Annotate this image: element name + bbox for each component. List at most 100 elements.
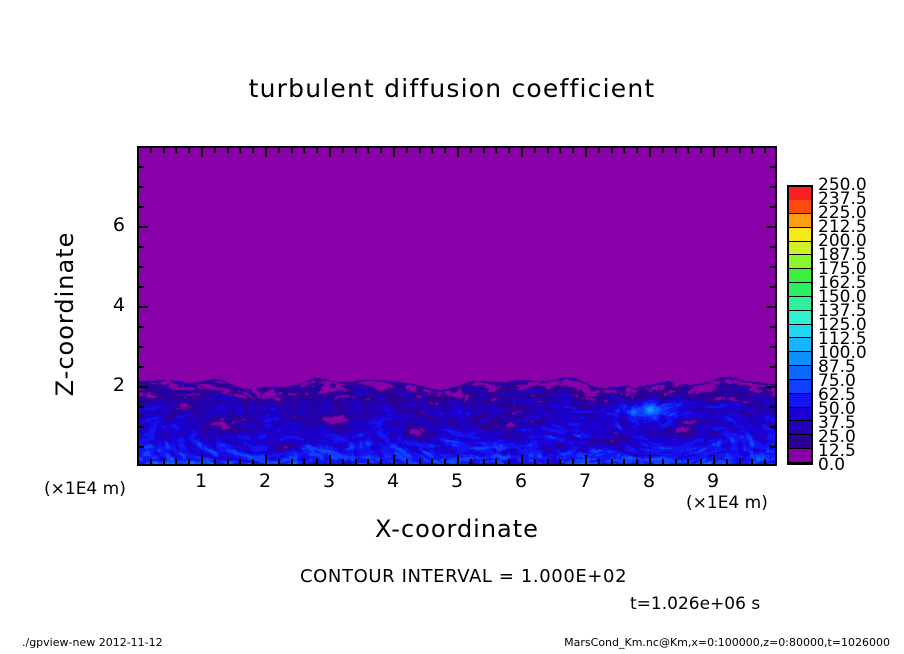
x-tick-top [380,148,382,153]
z-tick-left [139,266,144,268]
x-tick-top [431,148,433,153]
x-tick-bottom [470,459,472,464]
z-tick-right [770,186,775,188]
x-tick-bottom [265,455,267,464]
x-tick-bottom [662,459,664,464]
x-tick-bottom [687,459,689,464]
x-tick-top [419,148,421,153]
x-tick-top [495,148,497,153]
x-tick-top [559,148,561,153]
z-tick-left [139,386,148,388]
x-tick-label: 8 [642,470,656,492]
colorbar-tick-label: 100.0 [818,343,867,363]
z-tick-right [766,386,775,388]
z-tick-right [770,246,775,248]
scalar-field-heatmap [139,148,775,464]
z-tick-left [139,406,144,408]
z-tick-right [770,346,775,348]
x-tick-bottom [508,459,510,464]
x-tick-top [175,148,177,153]
z-tick-left [139,166,144,168]
colorbar-band [789,352,811,367]
z-tick-left [139,206,144,208]
x-tick-bottom [636,459,638,464]
x-tick-top [329,148,331,157]
colorbar-tick-label: 25.0 [818,427,856,447]
footer-source-label: MarsCond_Km.nc@Km,x=0:100000,z=0:80000,t… [564,636,890,649]
x-tick-bottom [303,459,305,464]
colorbar-band [789,283,811,297]
colorbar-band [789,241,811,256]
x-tick-top [534,148,536,153]
z-tick-left [139,326,144,328]
x-tick-top [687,148,689,153]
z-axis-title: Z-coordinate [51,231,79,397]
colorbar-band [789,366,811,380]
x-tick-bottom [380,459,382,464]
x-tick-top [355,148,357,153]
colorbar-tick-label: 162.5 [818,273,867,293]
x-tick-bottom [585,455,587,464]
x-axis-unit-left: (×1E4 m) [44,479,126,499]
colorbar-band [789,255,811,270]
colorbar-band [789,269,811,284]
x-tick-bottom [150,459,152,464]
z-tick-right [770,266,775,268]
x-tick-top [265,148,267,157]
x-tick-bottom [291,459,293,464]
x-tick-bottom [483,459,485,464]
colorbar-band [789,421,811,436]
x-tick-bottom [163,459,165,464]
x-tick-label: 7 [578,470,592,492]
x-axis-title: X-coordinate [375,515,539,543]
colorbar-tick-label: 225.0 [818,203,867,223]
x-tick-bottom [227,459,229,464]
colorbar-tick-label: 137.5 [818,301,867,321]
colorbar-tick-label: 212.5 [818,217,867,237]
x-tick-label: 4 [386,470,400,492]
z-tick-left [139,366,144,368]
x-tick-bottom [278,459,280,464]
x-tick-top [508,148,510,153]
x-tick-label: 1 [194,470,208,492]
x-tick-top [751,148,753,153]
colorbar-band [789,296,811,311]
colorbar-tick-label: 87.5 [818,357,856,377]
footer-command-label: ./gpview-new 2012-11-12 [22,636,163,649]
x-tick-bottom [751,459,753,464]
z-tick-left [139,306,148,308]
x-tick-top [585,148,587,157]
colorbar-tick-label: 125.0 [818,315,867,335]
x-tick-top [227,148,229,153]
x-axis-unit-right: (×1E4 m) [686,493,768,513]
page-title: turbulent diffusion coefficient [248,74,656,103]
colorbar-tick-label: 200.0 [818,231,867,251]
colorbar-band [789,213,811,228]
x-tick-top [188,148,190,153]
z-tick-right [770,446,775,448]
x-tick-top [611,148,613,153]
z-tick-right [770,166,775,168]
x-tick-top [739,148,741,153]
time-label: t=1.026e+06 s [630,594,761,614]
x-tick-top [649,148,651,157]
z-tick-left [139,286,144,288]
x-tick-bottom [495,459,497,464]
z-tick-right [770,286,775,288]
x-tick-top [572,148,574,153]
colorbar-tick-label: 62.5 [818,385,856,405]
colorbar-tick-label: 12.5 [818,441,856,461]
x-tick-bottom [406,459,408,464]
z-tick-label: 4 [112,294,125,316]
x-tick-bottom [252,459,254,464]
x-tick-top [547,148,549,153]
colorbar [787,185,813,465]
x-tick-bottom [316,459,318,464]
x-tick-top [303,148,305,153]
colorbar-band [789,338,811,353]
colorbar-tick-label: 112.5 [818,329,867,349]
x-tick-bottom [342,459,344,464]
colorbar-tick-label: 187.5 [818,245,867,265]
x-tick-top [726,148,728,153]
x-tick-top [470,148,472,153]
